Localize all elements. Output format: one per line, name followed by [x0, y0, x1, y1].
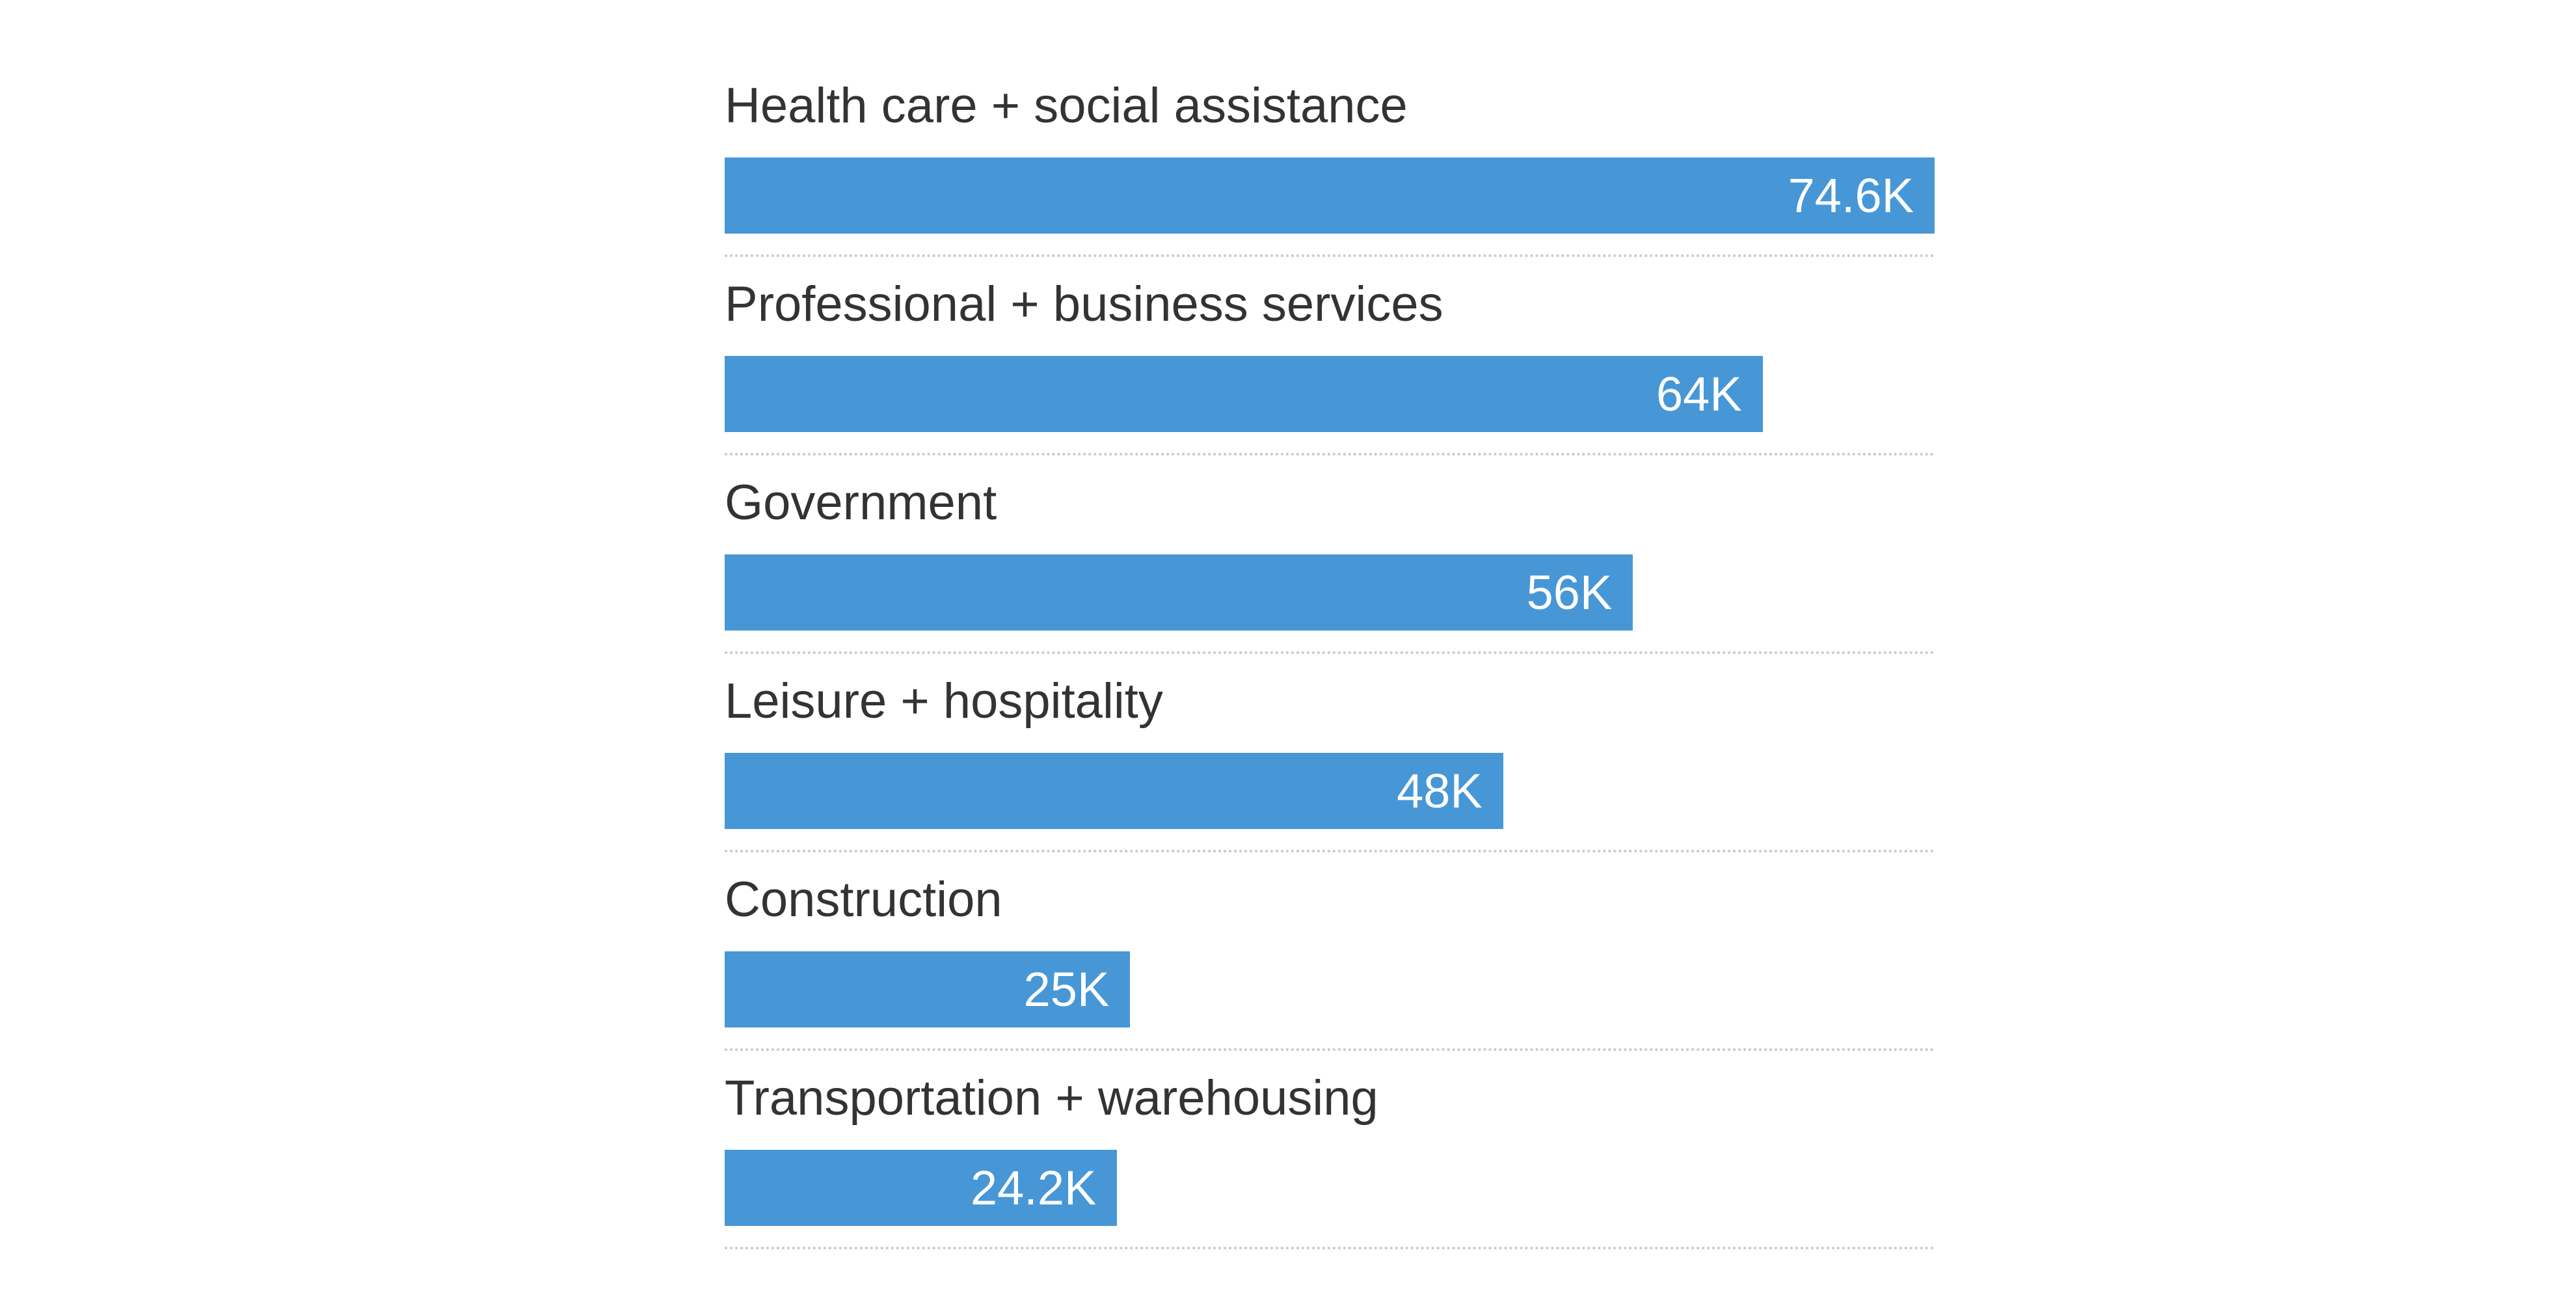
category-label: Health care + social assistance — [725, 78, 1408, 133]
chart-row: Government 56K — [725, 455, 1935, 654]
chart-row: Professional + business services 64K — [725, 257, 1935, 455]
bar-chart: Health care + social assistance 74.6K Prof… — [725, 59, 1935, 1249]
category-label: Construction — [725, 872, 1002, 927]
category-label: Transportation + warehousing — [725, 1070, 1378, 1126]
bar: 56K — [725, 554, 1633, 631]
chart-row: Transportation + warehousing 24.2K — [725, 1051, 1935, 1249]
category-label: Leisure + hospitality — [725, 673, 1163, 729]
bar: 25K — [725, 951, 1131, 1027]
chart-row: Health care + social assistance 74.6K — [725, 59, 1935, 257]
bar: 74.6K — [725, 157, 1935, 234]
bar-value-label: 74.6K — [1788, 169, 1914, 223]
bar: 48K — [725, 753, 1503, 829]
chart-row: Construction 25K — [725, 852, 1935, 1051]
chart-row: Leisure + hospitality 48K — [725, 654, 1935, 852]
bar-value-label: 24.2K — [970, 1161, 1097, 1215]
bar: 64K — [725, 356, 1763, 432]
bar-value-label: 64K — [1656, 367, 1742, 421]
bar-value-label: 25K — [1023, 962, 1110, 1016]
category-label: Government — [725, 475, 997, 530]
bar: 24.2K — [725, 1150, 1118, 1226]
bar-value-label: 56K — [1526, 565, 1613, 619]
category-label: Professional + business services — [725, 277, 1443, 332]
bar-value-label: 48K — [1397, 764, 1483, 818]
